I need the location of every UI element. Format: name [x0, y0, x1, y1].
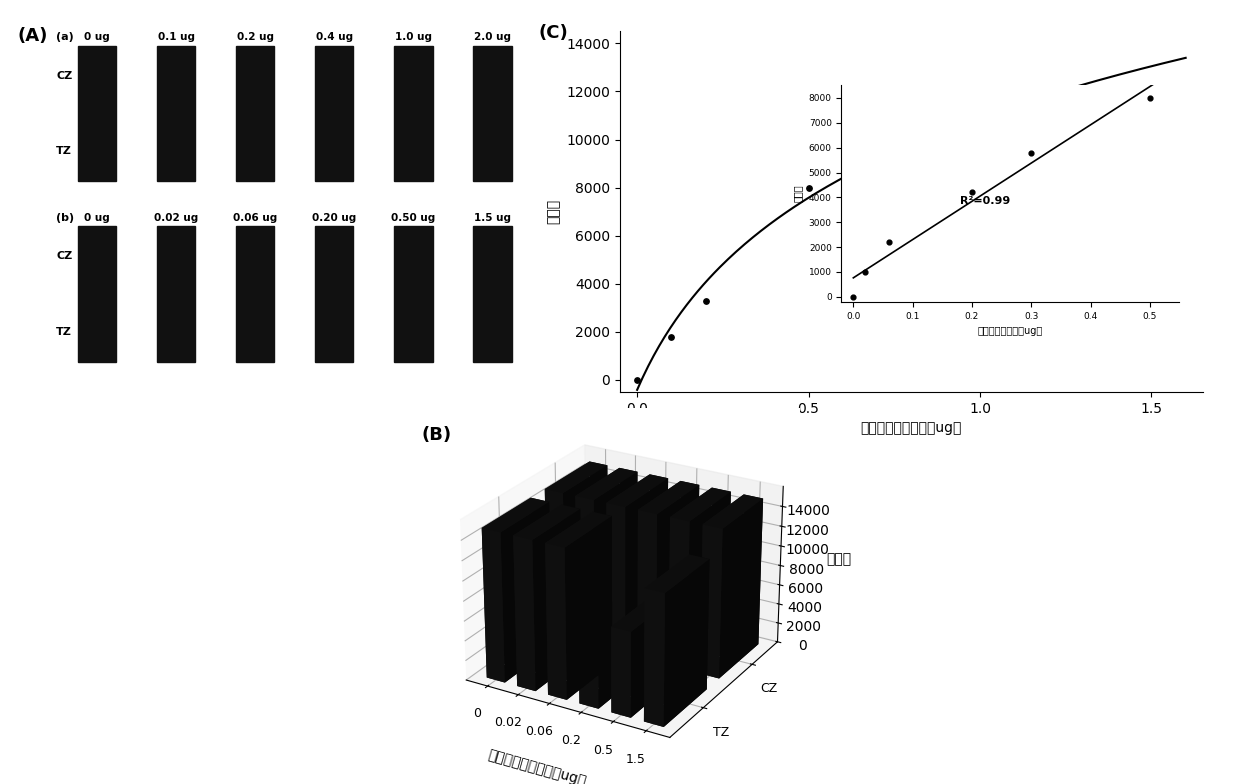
FancyBboxPatch shape: [236, 45, 274, 181]
Text: (a): (a): [56, 32, 74, 42]
FancyBboxPatch shape: [315, 45, 353, 181]
Point: [1142, 85, 1162, 98]
FancyBboxPatch shape: [394, 227, 433, 362]
Point: [799, 181, 818, 194]
X-axis label: 组蛋白提取液的量（ug）: 组蛋白提取液的量（ug）: [486, 747, 588, 784]
Text: 0 ug: 0 ug: [84, 32, 110, 42]
FancyBboxPatch shape: [315, 227, 353, 362]
Point: [627, 374, 647, 387]
Text: (B): (B): [422, 426, 451, 444]
FancyBboxPatch shape: [78, 227, 117, 362]
Text: TZ: TZ: [56, 147, 72, 157]
Point: [936, 90, 956, 103]
FancyBboxPatch shape: [236, 227, 274, 362]
Point: [696, 294, 715, 307]
FancyBboxPatch shape: [474, 227, 512, 362]
Text: 1.5 ug: 1.5 ug: [474, 212, 511, 223]
FancyBboxPatch shape: [157, 45, 195, 181]
FancyBboxPatch shape: [474, 45, 512, 181]
Point: [661, 330, 681, 343]
FancyBboxPatch shape: [78, 45, 117, 181]
Text: 0 ug: 0 ug: [84, 212, 110, 223]
Text: (b): (b): [56, 212, 74, 223]
Text: 0.1 ug: 0.1 ug: [157, 32, 195, 42]
Y-axis label: 灰度值: 灰度值: [547, 199, 560, 224]
Text: 2.0 ug: 2.0 ug: [474, 32, 511, 42]
Text: CZ: CZ: [56, 71, 72, 81]
Text: (A): (A): [17, 27, 48, 45]
Text: 0.20 ug: 0.20 ug: [312, 212, 356, 223]
Text: TZ: TZ: [56, 327, 72, 337]
X-axis label: 组蛋白提取液的量（ug）: 组蛋白提取液的量（ug）: [861, 421, 962, 435]
Text: 0.06 ug: 0.06 ug: [233, 212, 278, 223]
Text: CZ: CZ: [56, 251, 72, 261]
Text: 1.0 ug: 1.0 ug: [394, 32, 432, 42]
FancyBboxPatch shape: [157, 227, 195, 362]
Text: (C): (C): [538, 24, 568, 42]
Text: 0.50 ug: 0.50 ug: [392, 212, 435, 223]
Text: 0.02 ug: 0.02 ug: [154, 212, 198, 223]
FancyBboxPatch shape: [394, 45, 433, 181]
Text: 0.2 ug: 0.2 ug: [237, 32, 274, 42]
Text: 0.4 ug: 0.4 ug: [316, 32, 353, 42]
